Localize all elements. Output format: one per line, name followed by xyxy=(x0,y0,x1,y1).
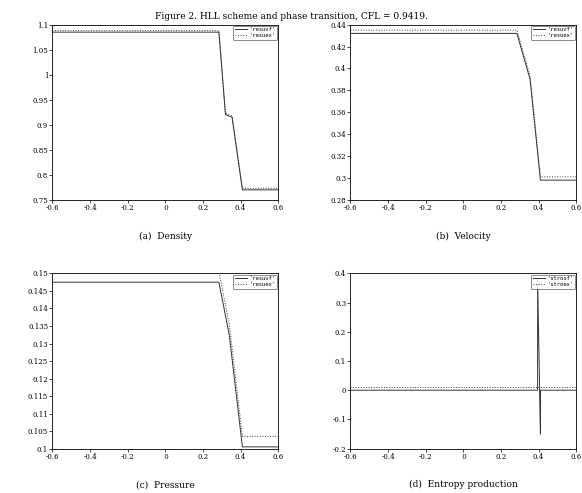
Text: Figure 2. HLL scheme and phase transition, CFL = 0.9419.: Figure 2. HLL scheme and phase transitio… xyxy=(155,12,427,21)
'resuvf' xyxy=(215,29,222,35)
'resuvf' xyxy=(239,444,246,450)
'strosf' xyxy=(537,431,544,437)
'resuvf' xyxy=(275,444,282,450)
'resuex' xyxy=(537,174,544,180)
'resuex' xyxy=(229,113,236,119)
'resuex' xyxy=(239,433,246,439)
'resuex' xyxy=(49,28,56,34)
Line: 'resuex': 'resuex' xyxy=(52,272,278,436)
Line: 'resuex': 'resuex' xyxy=(52,31,278,188)
Line: 'resuvf': 'resuvf' xyxy=(350,34,576,180)
Line: 'strosf': 'strosf' xyxy=(350,279,576,434)
'resuex' xyxy=(513,27,520,33)
'strosf' xyxy=(534,276,541,282)
'resuex' xyxy=(527,73,534,79)
'strosf' xyxy=(534,276,541,282)
'resuex' xyxy=(215,269,222,275)
'strosf' xyxy=(347,387,354,393)
'resuvf' xyxy=(226,332,233,338)
'resuex' xyxy=(239,185,246,191)
Text: (a)  Density: (a) Density xyxy=(139,231,192,241)
'resuex' xyxy=(527,73,534,79)
'resuvf' xyxy=(49,279,56,285)
'resuvf' xyxy=(215,29,222,35)
'strosf' xyxy=(537,387,544,393)
'strosf' xyxy=(534,387,541,393)
Text: (c)  Pressure: (c) Pressure xyxy=(136,480,194,489)
'resuvf' xyxy=(537,177,544,183)
Legend: 'resuvf', 'resuex': 'resuvf', 'resuex' xyxy=(531,26,575,40)
'resuex' xyxy=(226,321,233,327)
'resuvf' xyxy=(215,279,222,285)
'resuex' xyxy=(222,110,229,116)
'resuvf' xyxy=(222,112,229,118)
'resuex' xyxy=(239,185,246,191)
'resuvf' xyxy=(229,114,236,120)
Legend: 'resuvf', 'resuex': 'resuvf', 'resuex' xyxy=(233,275,277,289)
'resuex' xyxy=(49,269,56,275)
'strosf' xyxy=(573,387,580,393)
'resuex' xyxy=(222,110,229,116)
Line: 'resuex': 'resuex' xyxy=(350,30,576,177)
'resuex' xyxy=(226,321,233,327)
'resuvf' xyxy=(239,187,246,193)
'resuvf' xyxy=(347,31,354,36)
'resuvf' xyxy=(229,114,236,120)
'resuvf' xyxy=(226,332,233,338)
'resuvf' xyxy=(239,187,246,193)
Line: 'resuvf': 'resuvf' xyxy=(52,32,278,190)
'resuvf' xyxy=(49,29,56,35)
'resuex' xyxy=(275,185,282,191)
Legend: 'resuvf', 'resuex': 'resuvf', 'resuex' xyxy=(233,26,277,40)
'resuvf' xyxy=(537,177,544,183)
'resuvf' xyxy=(527,76,534,82)
Text: (b)  Velocity: (b) Velocity xyxy=(436,231,491,241)
'resuex' xyxy=(513,27,520,33)
'resuex' xyxy=(239,433,246,439)
'resuvf' xyxy=(527,76,534,82)
Line: 'resuvf': 'resuvf' xyxy=(52,282,278,447)
Text: (d)  Entropy production: (d) Entropy production xyxy=(409,480,518,489)
'resuex' xyxy=(537,174,544,180)
'resuex' xyxy=(215,269,222,275)
'resuvf' xyxy=(573,177,580,183)
'resuex' xyxy=(275,433,282,439)
'resuex' xyxy=(229,113,236,119)
'resuex' xyxy=(215,28,222,34)
'resuvf' xyxy=(513,31,520,36)
'resuex' xyxy=(215,28,222,34)
'resuvf' xyxy=(215,279,222,285)
'resuex' xyxy=(573,174,580,180)
'resuex' xyxy=(347,27,354,33)
'resuvf' xyxy=(275,187,282,193)
'resuvf' xyxy=(222,112,229,118)
'resuvf' xyxy=(513,31,520,36)
'resuvf' xyxy=(239,444,246,450)
Legend: 'strosf', 'stroex': 'strosf', 'stroex' xyxy=(531,275,575,289)
